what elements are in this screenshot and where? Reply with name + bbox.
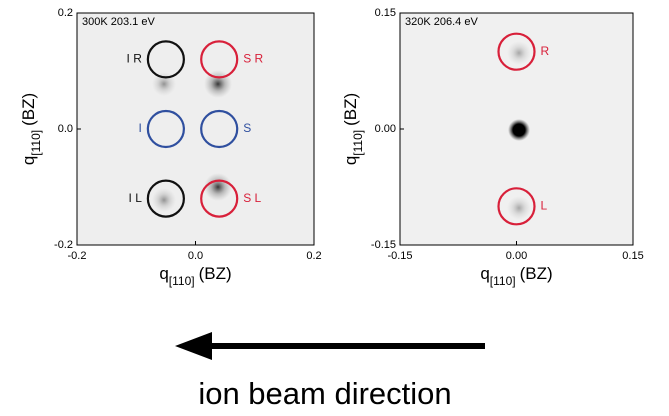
xlabel-label-main: q [159, 264, 168, 283]
xlabel-axis-label: q[110] (BZ) [159, 264, 231, 288]
marker-label: I L [129, 191, 143, 205]
marker-circle [497, 32, 536, 71]
y-tick-label: 0.00 [375, 123, 396, 135]
y-tick-label: 0.0 [58, 123, 73, 135]
panel-title: 300K 203.1 eV [82, 16, 155, 28]
x-tick-label: 0.00 [506, 250, 527, 262]
ylabel-label-main: q [341, 156, 360, 165]
diffraction-spot [507, 196, 531, 220]
y-tick-label: -0.15 [371, 239, 396, 251]
y-tick-label: 0.2 [58, 7, 73, 19]
y-tick-label: 0.15 [375, 7, 396, 19]
diffraction-spot [204, 173, 232, 201]
marker-circle [146, 109, 185, 149]
xlabel-label-sub: [110] [490, 274, 516, 288]
panel-title: 320K 206.4 eV [405, 16, 478, 28]
marker-label: L [541, 199, 548, 213]
xlabel-axis-label: q[110] (BZ) [480, 264, 552, 288]
xlabel-label-main: q [480, 264, 489, 283]
marker-circle [200, 179, 239, 218]
caption: ion beam direction [198, 376, 451, 411]
ylabel-label-unit: (BZ) [19, 93, 38, 126]
marker-circle [200, 40, 239, 79]
marker-label: I R [127, 52, 143, 66]
xlabel-label-unit: (BZ) [199, 264, 232, 283]
ylabel-axis-label: q[110] (BZ) [341, 93, 365, 165]
marker-label: R [541, 44, 550, 58]
marker-circle [146, 40, 185, 79]
marker-circle [146, 179, 185, 218]
image-background [77, 13, 314, 245]
panel: 320K 206.4 eV -0.15 0.00 0.15 -0.15 0.00 0.15 q… [341, 7, 643, 288]
marker-circle [497, 187, 536, 226]
xlabel-label-sub: [110] [169, 274, 195, 288]
ylabel-label-sub: [110] [351, 130, 365, 156]
x-tick-label: -0.15 [387, 250, 412, 262]
x-tick-label: -0.2 [68, 250, 87, 262]
x-tick-label: 0.0 [188, 250, 203, 262]
diffraction-spot [152, 188, 176, 212]
marker-label: S [243, 121, 251, 135]
diffraction-spot [507, 41, 531, 65]
panel: 300K 203.1 eV-0.2 0.0 0.2-0.20.00.2q[110](… [19, 7, 321, 288]
arrow-head [175, 332, 212, 360]
y-tick-label: -0.2 [54, 239, 73, 251]
diffraction-spot [508, 119, 530, 141]
marker-label: S R [243, 52, 263, 66]
ylabel-label-unit: (BZ) [341, 93, 360, 126]
ylabel-label-main: q [19, 156, 38, 165]
ylabel-label-sub: [110] [29, 130, 43, 156]
marker-circle [200, 109, 239, 149]
xlabel-label-unit: (BZ) [520, 264, 553, 283]
x-tick-label: 0.15 [622, 250, 643, 262]
marker-label: I [139, 121, 142, 135]
x-tick-label: 0.2 [306, 250, 321, 262]
ylabel-axis-label: q[110] (BZ) [19, 93, 43, 165]
marker-label: S L [243, 191, 261, 205]
